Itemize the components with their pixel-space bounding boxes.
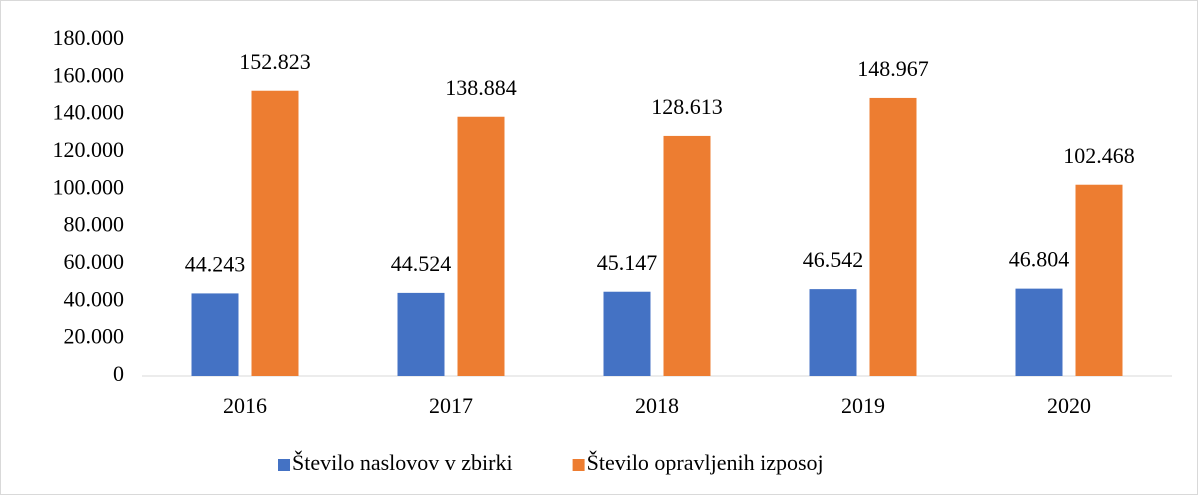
data-label: 46.542 (803, 247, 864, 272)
bar (1075, 184, 1123, 376)
x-tick-label: 2017 (429, 393, 473, 418)
y-tick-label: 100.000 (53, 174, 125, 199)
bar (191, 293, 239, 376)
legend-label: Število opravljenih izposoj (587, 450, 824, 475)
data-label: 152.823 (239, 49, 311, 74)
bar (397, 292, 445, 376)
legend-label: Število naslovov v zbirki (292, 450, 513, 475)
y-tick-label: 80.000 (64, 212, 125, 237)
legend-swatch (278, 459, 290, 471)
bar (603, 291, 651, 376)
bar (457, 116, 505, 376)
data-label: 128.613 (651, 94, 723, 119)
bar (869, 97, 917, 376)
x-tick-label: 2018 (635, 393, 679, 418)
data-label: 46.804 (1009, 247, 1070, 272)
bar (251, 90, 299, 376)
x-tick-label: 2020 (1047, 393, 1091, 418)
y-tick-label: 0 (113, 361, 124, 386)
data-label: 102.468 (1063, 143, 1135, 168)
y-tick-label: 20.000 (64, 324, 125, 349)
legend-swatch (572, 459, 585, 471)
data-label: 44.524 (391, 251, 452, 276)
data-label: 138.884 (445, 75, 517, 100)
x-tick-label: 2016 (223, 393, 267, 418)
y-tick-label: 40.000 (64, 286, 125, 311)
y-tick-label: 120.000 (53, 137, 125, 162)
bar (809, 289, 857, 376)
y-tick-label: 60.000 (64, 249, 125, 274)
data-label: 45.147 (597, 250, 658, 275)
data-label: 44.243 (185, 251, 246, 276)
y-tick-label: 180.000 (53, 25, 125, 50)
bar (663, 135, 711, 376)
y-tick-label: 160.000 (53, 62, 125, 87)
x-tick-label: 2019 (841, 393, 885, 418)
bar (1015, 288, 1063, 376)
data-label: 148.967 (857, 56, 929, 81)
y-tick-label: 140.000 (53, 100, 125, 125)
